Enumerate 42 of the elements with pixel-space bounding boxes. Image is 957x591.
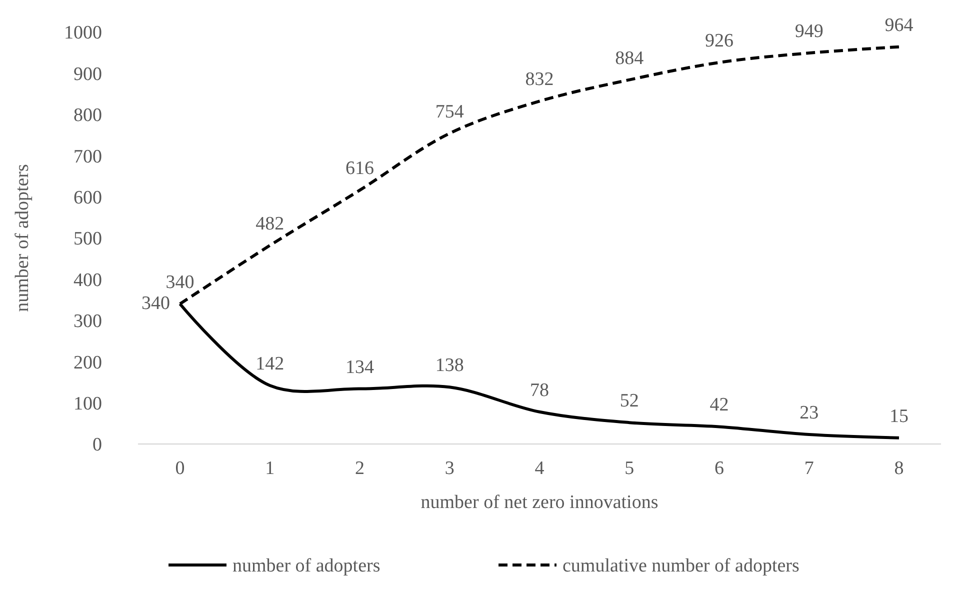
data-label: 15 — [890, 406, 908, 427]
data-label: 832 — [525, 69, 554, 90]
data-label: 754 — [435, 101, 464, 122]
x-tick-label: 0 — [175, 458, 185, 479]
x-tick-label: 6 — [714, 458, 724, 479]
y-tick-label: 200 — [74, 352, 102, 374]
y-tick-label: 600 — [74, 187, 102, 208]
x-tick-label: 7 — [804, 458, 814, 479]
x-tick-label: 8 — [894, 458, 904, 479]
data-label: 926 — [705, 30, 734, 52]
data-label: 138 — [435, 355, 464, 376]
data-label: 23 — [800, 402, 819, 424]
data-label: 142 — [256, 353, 284, 374]
y-tick-label: 800 — [74, 105, 102, 126]
y-tick-label: 400 — [74, 270, 102, 291]
x-tick-label: 2 — [355, 458, 364, 479]
legend-label: number of adopters — [232, 556, 380, 577]
data-label: 340 — [166, 272, 194, 293]
data-label: 949 — [794, 21, 824, 42]
x-tick-label: 5 — [624, 458, 634, 479]
y-tick-label: 300 — [74, 311, 102, 332]
y-tick-label: 900 — [74, 64, 102, 85]
y-tick-label: 500 — [74, 228, 102, 250]
y-axis-title: number of adopters — [12, 164, 33, 312]
legend-label: cumulative number of adopters — [562, 556, 800, 577]
y-tick-label: 0 — [92, 434, 102, 456]
y-tick-label: 700 — [74, 146, 102, 168]
data-label: 616 — [346, 158, 374, 180]
x-axis-title: number of net zero innovations — [420, 492, 658, 513]
data-label: 52 — [620, 390, 639, 412]
x-tick-label: 4 — [534, 458, 545, 479]
data-label: 964 — [884, 14, 914, 36]
data-label: 884 — [615, 48, 644, 69]
data-label: 78 — [530, 380, 549, 401]
x-tick-label: 1 — [265, 458, 275, 479]
y-tick-label: 1000 — [64, 22, 102, 44]
y-tick-label: 100 — [74, 393, 102, 414]
x-tick-label: 3 — [444, 458, 454, 479]
data-label: 42 — [710, 394, 729, 416]
data-label: 340 — [142, 292, 170, 314]
data-label: 482 — [256, 213, 284, 234]
data-label: 134 — [346, 356, 374, 378]
